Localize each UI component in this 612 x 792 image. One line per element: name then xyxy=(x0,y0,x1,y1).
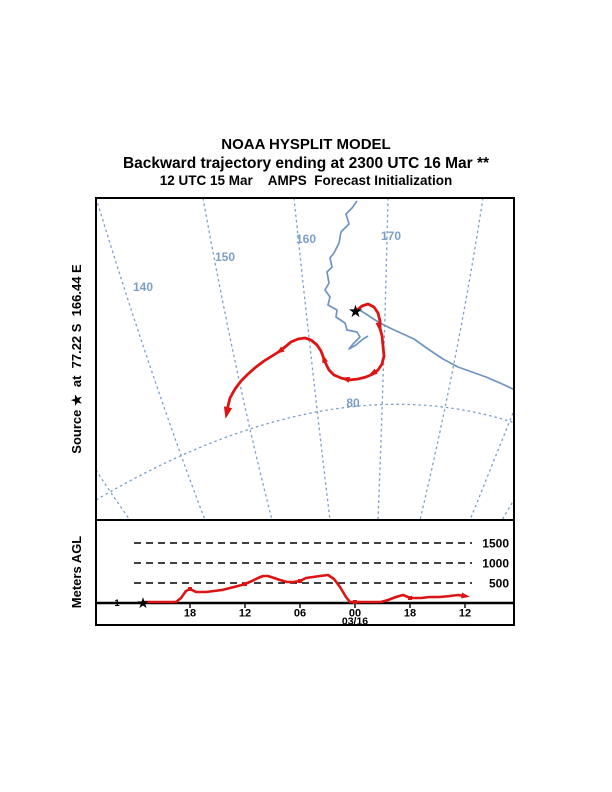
figure-title-line2: Backward trajectory ending at 2300 UTC 1… xyxy=(123,155,490,172)
trajectory-6h-marker xyxy=(322,354,329,364)
map-panel: 140 150 160 170 80 ★ xyxy=(97,199,514,519)
graticule-label-170: 170 xyxy=(381,229,401,243)
height-6h-marker xyxy=(408,596,412,600)
height-left-tick-label: 1 xyxy=(114,598,120,609)
trajectory-6h-marker xyxy=(275,346,285,354)
graticule-label-140: 140 xyxy=(133,280,153,294)
trajectory-markers xyxy=(223,322,382,419)
time-tick-label: 18 xyxy=(184,608,196,620)
height-frame xyxy=(95,519,515,626)
graticule-meridian-200 xyxy=(501,498,514,519)
trajectory-line xyxy=(225,302,386,414)
time-tick-label: 12 xyxy=(239,608,251,620)
height-profile-markers xyxy=(188,579,470,604)
height-gridlines: 1500 1000 500 xyxy=(134,537,509,591)
height-profile-end-arrow xyxy=(461,592,470,599)
graticule-meridian-140 xyxy=(97,199,206,519)
coastline-ross-island-east xyxy=(357,308,514,391)
height-y-axis-label: Meters AGL xyxy=(69,536,84,609)
graticule-meridian-170 xyxy=(377,199,389,519)
time-tick-label: 18 xyxy=(404,608,416,620)
graticule-parallel-80 xyxy=(97,403,514,501)
time-tick-label: 06 xyxy=(294,608,306,620)
time-tick-label: 00 xyxy=(349,608,361,620)
figure-title-line1: NOAA HYSPLIT MODEL xyxy=(221,136,390,153)
height-gridline-label-1000: 1000 xyxy=(482,557,509,571)
graticule-meridian-190 xyxy=(469,408,514,519)
height-6h-marker xyxy=(353,600,357,604)
graticule-label-160: 160 xyxy=(296,232,316,246)
height-gridline-label-500: 500 xyxy=(489,577,509,591)
height-6h-marker xyxy=(188,587,192,591)
graticule-label-150: 150 xyxy=(215,250,235,264)
height-start-star-icon: ★ xyxy=(136,594,149,612)
map-grid-labels: 140 150 160 170 80 xyxy=(133,229,401,410)
time-tick-label: 12 xyxy=(459,608,471,620)
graticule-meridian-130 xyxy=(97,470,131,519)
trajectory-6h-marker xyxy=(375,322,382,331)
time-date-label: 03/16 xyxy=(342,616,368,628)
graticule-meridian-150 xyxy=(202,199,273,519)
height-gridline-label-1500: 1500 xyxy=(482,537,509,551)
height-6h-marker xyxy=(243,582,247,586)
figure-title-line3: 12 UTC 15 Mar AMPS Forecast Initializati… xyxy=(160,173,453,188)
graticule-meridian-180 xyxy=(419,199,484,519)
trajectory-6h-marker xyxy=(223,406,233,419)
coastline-victoria-land xyxy=(324,200,369,350)
graticule-label-80: 80 xyxy=(346,396,360,410)
trajectory-6h-marker xyxy=(368,368,378,376)
graticule-meridian-160 xyxy=(293,199,331,519)
source-star-icon: ★ xyxy=(348,302,363,322)
map-frame xyxy=(95,197,515,521)
trajectory-6h-marker xyxy=(341,376,351,383)
height-6h-marker xyxy=(298,579,302,583)
map-y-axis-label: Source ★ at 77.22 S 166.44 E xyxy=(69,264,84,454)
